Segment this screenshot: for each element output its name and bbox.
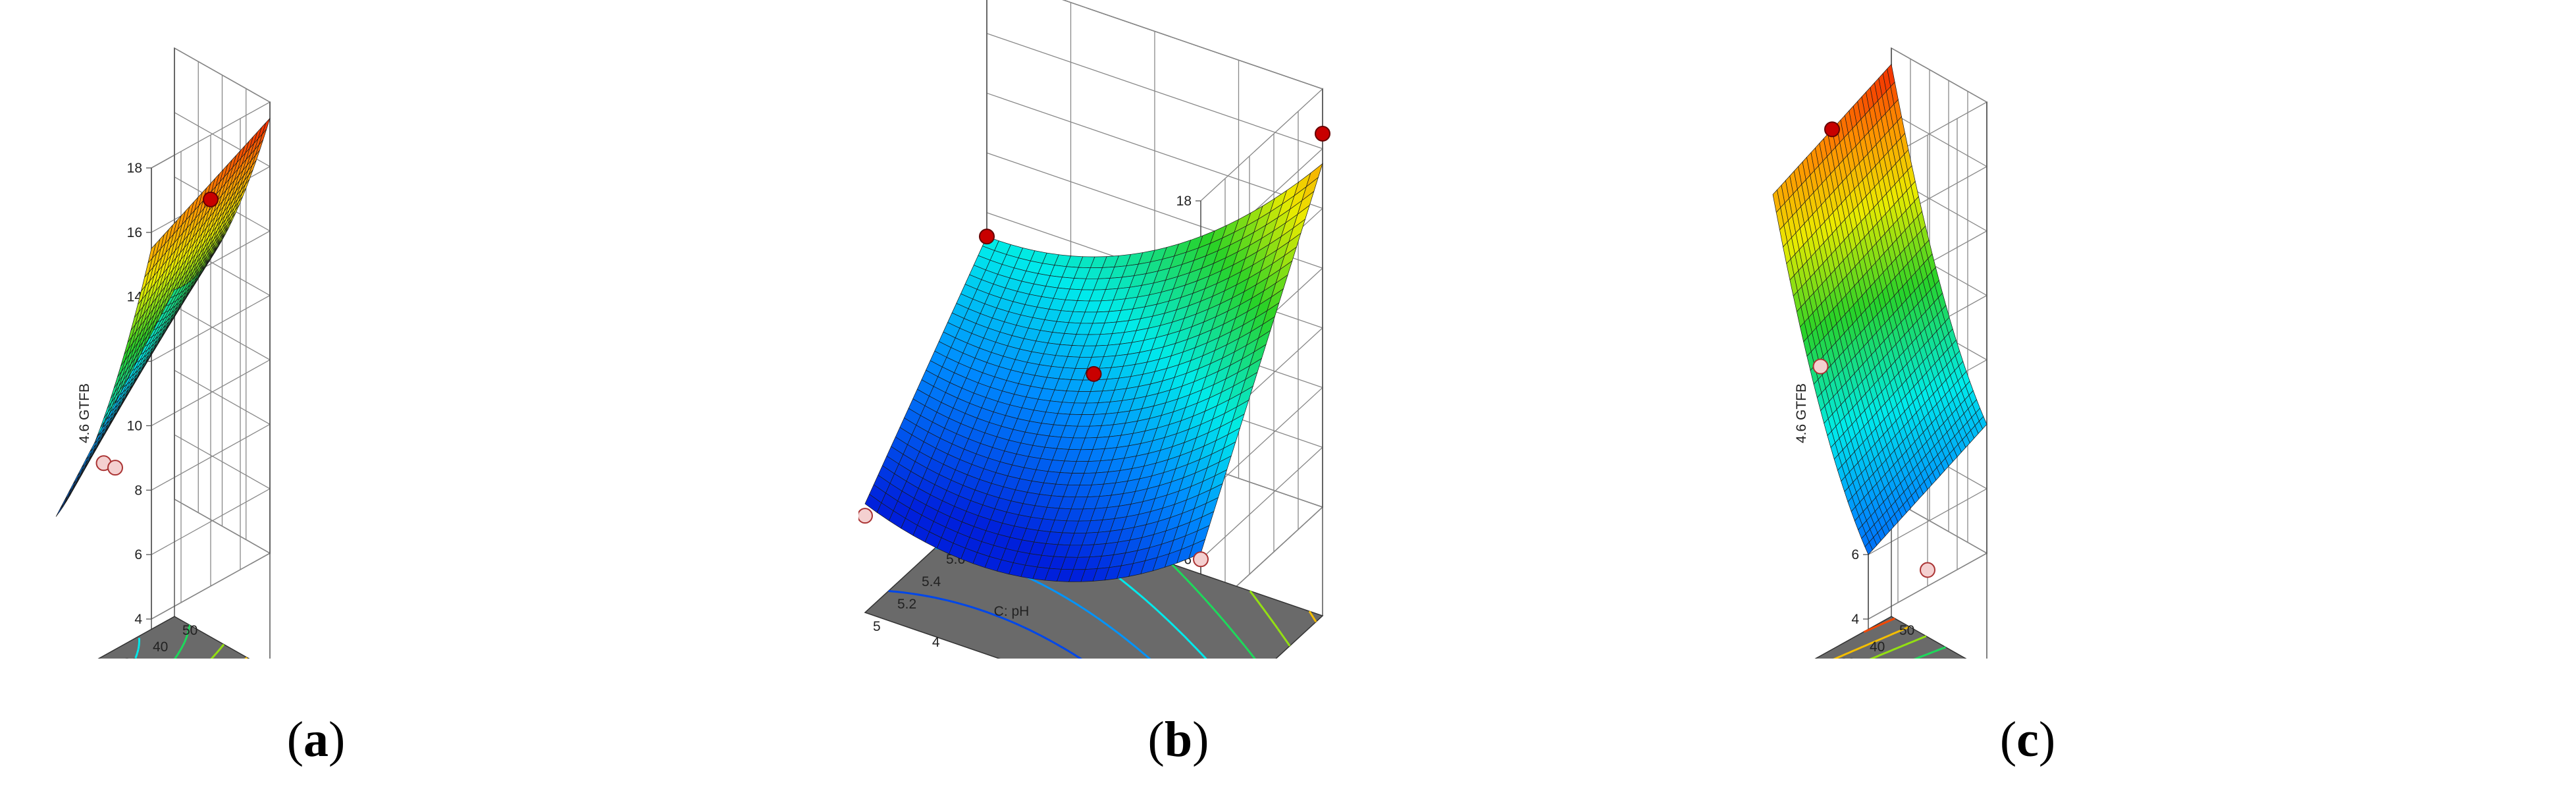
contour-line [888, 589, 1083, 659]
contour-line [1869, 635, 1927, 659]
design-point-below [1193, 551, 1209, 568]
design-point-above [1086, 365, 1102, 382]
response-surface [1772, 63, 1987, 555]
contour-floor [97, 616, 250, 659]
surface-cell [55, 504, 64, 517]
design-point-above [979, 229, 995, 245]
y-tick-label: 5.4 [922, 574, 941, 589]
design-points [1812, 121, 1935, 578]
panel-label-c: (c) [1999, 712, 2056, 767]
z-axis-label: 4.6 GTFB [77, 383, 92, 443]
z-tick-label: 16 [127, 225, 142, 240]
z-tick-label: 6 [134, 547, 142, 562]
design-points [95, 191, 219, 476]
z-tick-label: 10 [127, 418, 142, 433]
y-tick-label: 5 [873, 619, 881, 634]
contour-line [173, 624, 190, 659]
z-tick-label: 6 [1851, 547, 1859, 562]
surface-cell [1772, 189, 1781, 213]
contour-line [1863, 617, 1895, 633]
z-tick-label: 18 [127, 161, 142, 176]
contour-line [210, 643, 225, 659]
design-point-below [1812, 358, 1829, 375]
panel-label-a: (a) [286, 712, 346, 767]
y-axis-label: C: pH [994, 604, 1030, 619]
design-points [858, 126, 1330, 568]
floor-tick-labels: 55.25.45.65.861020304050 [1840, 623, 1914, 659]
floor-tick-labels: 123451020304050 [123, 623, 197, 659]
surface-cell [864, 493, 882, 513]
surface-plot-c: 46810121416184.6 GTFB55.25.45.65.8610203… [1772, 47, 1988, 659]
contour-line [1170, 563, 1256, 659]
y-tick-label: 40 [1870, 639, 1885, 655]
contour-floor [1814, 616, 1967, 659]
design-point-above [1315, 126, 1330, 142]
y-tick-label: 30 [1840, 656, 1855, 659]
y-tick-label: 40 [153, 639, 168, 655]
contour-line [1249, 590, 1291, 647]
y-tick-label: 30 [123, 656, 138, 659]
z-tick-label: 8 [134, 483, 142, 498]
y-tick-label: 5.2 [897, 597, 916, 612]
design-point-below [1920, 562, 1935, 578]
contour-line [1308, 610, 1317, 623]
z-axis-label: 4.6 GTFB [1794, 383, 1809, 443]
z-tick-labels: 4681012141618 [127, 161, 151, 627]
panel-label-b: (b) [1147, 712, 1209, 767]
design-point-below [107, 460, 123, 476]
contour-line [134, 637, 140, 659]
y-tick-label: 50 [182, 623, 197, 638]
surface-plot-a: 46810121416184.6 GTFB123451020304050A: G… [55, 47, 271, 659]
design-point-above [203, 191, 219, 207]
surface-plot-b: 46810121416184.6 GTFB1234555.25.45.65.86… [858, 0, 1330, 659]
contour-line [1913, 646, 1946, 659]
contour-line [1833, 626, 1910, 659]
response-surface [55, 118, 271, 517]
z-tick-label: 18 [1176, 194, 1192, 209]
z-tick-label: 4 [1851, 612, 1859, 627]
x-tick-label: 4 [932, 635, 940, 650]
z-tick-label: 6 [1184, 552, 1192, 567]
z-tick-label: 4 [134, 612, 142, 627]
design-point-below [858, 508, 873, 524]
design-point-above [1824, 121, 1840, 138]
y-tick-label: 50 [1899, 623, 1914, 638]
response-surface [864, 163, 1323, 582]
